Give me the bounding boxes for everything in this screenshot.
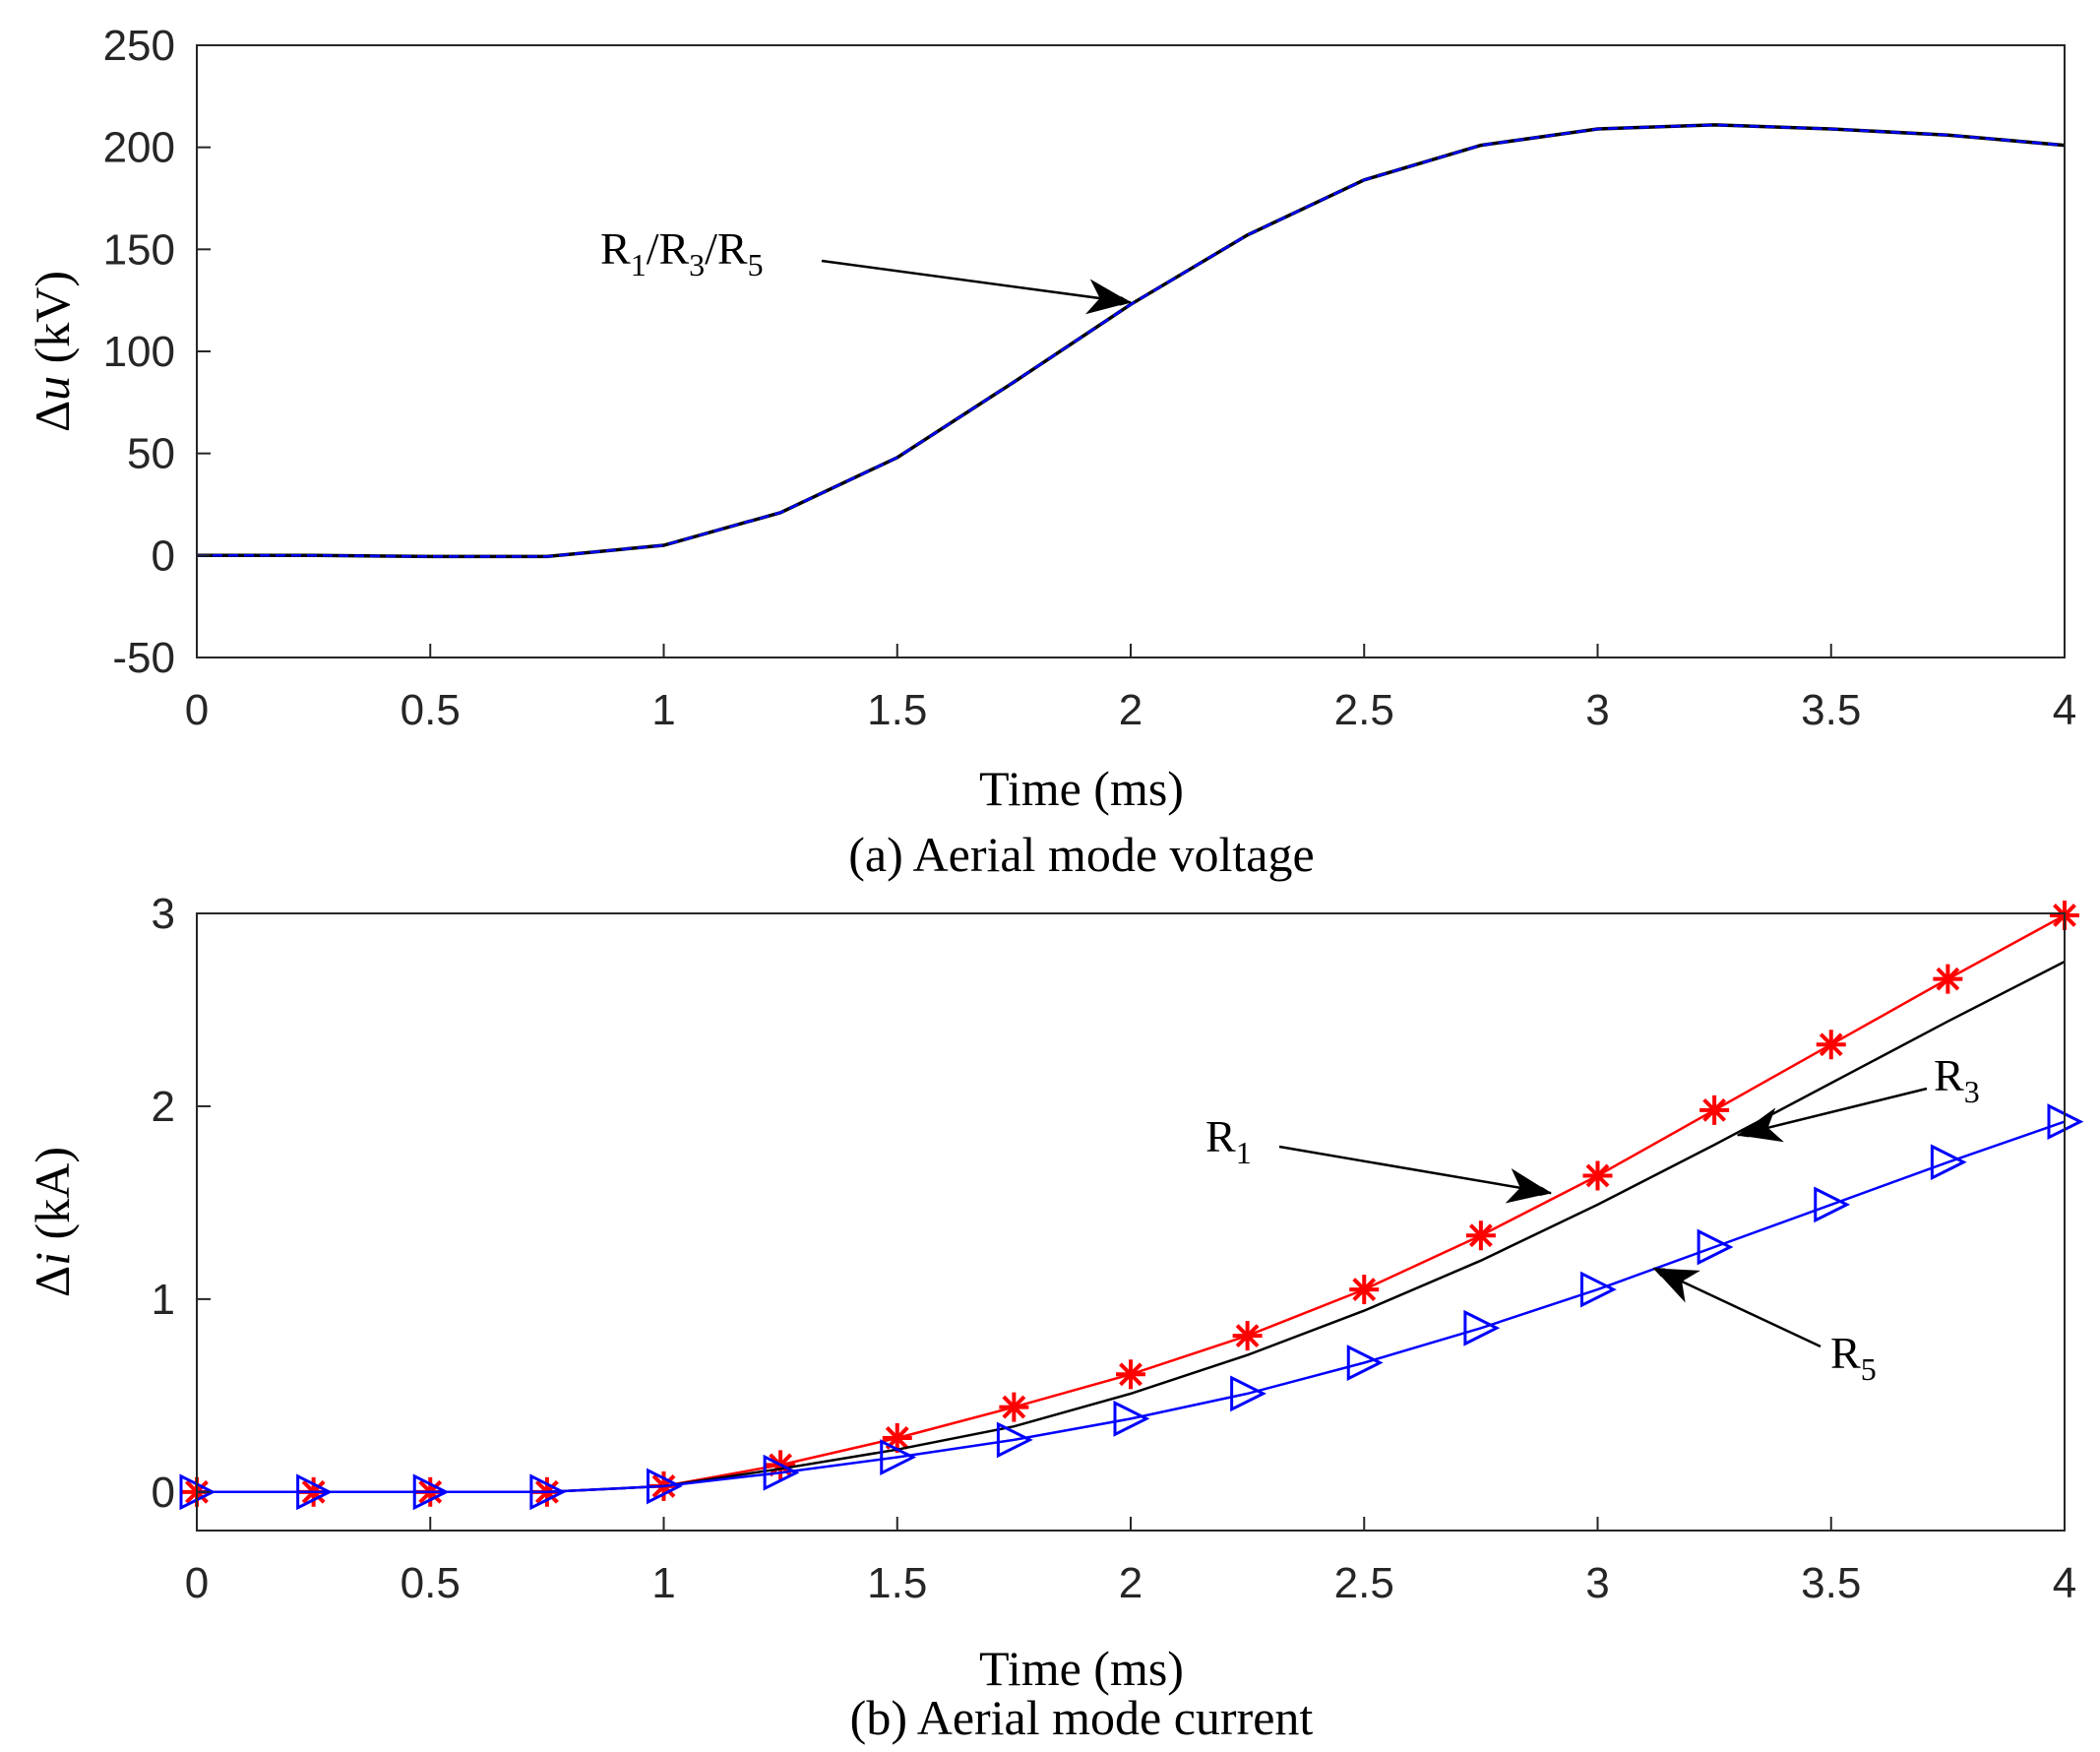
x-tick-label: 1 bbox=[651, 1559, 675, 1607]
marker-R1 bbox=[1699, 1095, 1730, 1125]
marker-R1 bbox=[1582, 1160, 1613, 1191]
x-tick-label: 3 bbox=[1585, 686, 1609, 734]
marker-R1 bbox=[1232, 1321, 1263, 1351]
x-tick-label: 3 bbox=[1585, 1559, 1609, 1607]
x-tick-label: 2.5 bbox=[1334, 686, 1394, 734]
y-tick-label: 0 bbox=[152, 532, 175, 580]
marker-R5 bbox=[647, 1468, 683, 1505]
annotation-R3: R3 bbox=[1934, 1050, 1980, 1109]
panel-b-caption: (b) Aerial mode current bbox=[850, 1690, 1314, 1745]
marker-R5 bbox=[412, 1473, 450, 1511]
x-tick-label: 2.5 bbox=[1334, 1559, 1394, 1607]
y-tick-label: 200 bbox=[103, 124, 175, 172]
marker-R5 bbox=[763, 1454, 800, 1491]
marker-R1 bbox=[999, 1392, 1029, 1422]
panel-b-x-axis-label: Time (ms) bbox=[979, 1641, 1184, 1696]
marker-R5 bbox=[296, 1473, 333, 1511]
x-tick-label: 4 bbox=[2053, 1559, 2076, 1607]
x-tick-label: 1 bbox=[651, 686, 675, 734]
annotation-arrow bbox=[821, 259, 1132, 306]
x-tick-label: 2 bbox=[1119, 686, 1143, 734]
annotation-arrowhead bbox=[1084, 279, 1131, 315]
x-tick-label: 3.5 bbox=[1801, 1559, 1861, 1607]
annotation-R5: R5 bbox=[1830, 1328, 1877, 1387]
marker-R5 bbox=[996, 1421, 1033, 1459]
panel-a-x-ticks: 0 0.5 1 1.5 2 2.5 3 3.5 4 bbox=[185, 644, 2076, 734]
annotation-arrowhead bbox=[1737, 1107, 1784, 1143]
panel-a-annotations: R1/R3/R5 bbox=[600, 223, 1132, 315]
marker-R1 bbox=[1816, 1030, 1846, 1060]
y-tick-label: 250 bbox=[103, 22, 175, 70]
marker-R5 bbox=[1930, 1144, 1967, 1181]
x-tick-label: 1.5 bbox=[867, 686, 927, 734]
y-tick-label: -50 bbox=[112, 634, 175, 682]
marker-R5 bbox=[1814, 1186, 1851, 1223]
marker-R5 bbox=[1697, 1228, 1734, 1266]
x-tick-label: 0 bbox=[185, 1559, 209, 1607]
y-tick-label: 150 bbox=[103, 225, 175, 274]
y-tick-label: 2 bbox=[152, 1083, 175, 1131]
panel-a-caption: (a) Aerial mode voltage bbox=[848, 827, 1314, 882]
marker-R1 bbox=[1116, 1359, 1145, 1390]
panel-a-axes-box bbox=[196, 44, 2066, 658]
marker-R5 bbox=[1346, 1345, 1384, 1381]
series-line-R5 bbox=[197, 1120, 2066, 1494]
x-tick-label: 0 bbox=[185, 686, 209, 734]
annotation-R1-R3-R5: R1/R3/R5 bbox=[600, 223, 764, 282]
x-tick-label: 4 bbox=[2053, 686, 2076, 734]
y-tick-label: 100 bbox=[103, 328, 175, 376]
marker-R5 bbox=[1463, 1309, 1501, 1346]
x-tick-label: 0.5 bbox=[401, 1559, 461, 1607]
y-tick-label: 0 bbox=[152, 1469, 175, 1517]
panel-a-y-axis-label: Δu (kV) bbox=[25, 271, 80, 432]
annotation-arrowhead bbox=[1653, 1268, 1700, 1303]
annotation-R1: R1 bbox=[1205, 1111, 1252, 1170]
y-tick-label: 50 bbox=[127, 430, 175, 478]
x-tick-label: 0.5 bbox=[401, 686, 461, 734]
marker-R5 bbox=[1113, 1400, 1150, 1437]
annotation-arrowhead bbox=[1505, 1167, 1552, 1204]
marker-R1 bbox=[1465, 1220, 1496, 1251]
marker-R5 bbox=[529, 1473, 567, 1511]
marker-R5 bbox=[1230, 1375, 1266, 1412]
y-tick-label: 1 bbox=[152, 1276, 175, 1324]
series-line-underlay bbox=[197, 123, 2066, 559]
marker-R1 bbox=[1349, 1275, 1380, 1305]
annotation-arrow bbox=[1736, 1087, 1928, 1138]
x-tick-label: 3.5 bbox=[1801, 686, 1861, 734]
series-line-R1 bbox=[197, 913, 2066, 1494]
panel-a-y-ticks: -50 0 50 100 150 200 250 bbox=[103, 22, 211, 682]
y-tick-label: 3 bbox=[152, 890, 175, 938]
panel-b-x-ticks: 0 0.5 1 1.5 2 2.5 3 3.5 4 bbox=[185, 1517, 2076, 1607]
panel-b-y-axis-label: Δi (kA) bbox=[25, 1147, 80, 1297]
marker-R5 bbox=[1580, 1271, 1617, 1308]
panel-a-x-axis-label: Time (ms) bbox=[979, 761, 1184, 816]
panel-b-annotations: R1 R3 R5 bbox=[1205, 1050, 1980, 1387]
series-line-R1-R3-R5 bbox=[197, 123, 2066, 558]
annotation-arrow bbox=[1278, 1145, 1553, 1197]
panel-b-current: 0 0.5 1 1.5 2 2.5 3 3.5 4 0 1 2 3 Time (ms) Δi (kA)… bbox=[25, 890, 2084, 1745]
x-tick-label: 2 bbox=[1119, 1559, 1143, 1607]
marker-R1 bbox=[1933, 964, 1963, 994]
panel-b-y-ticks: 0 1 2 3 bbox=[152, 890, 211, 1517]
marker-R5 bbox=[880, 1439, 917, 1475]
x-tick-label: 1.5 bbox=[867, 1559, 927, 1607]
